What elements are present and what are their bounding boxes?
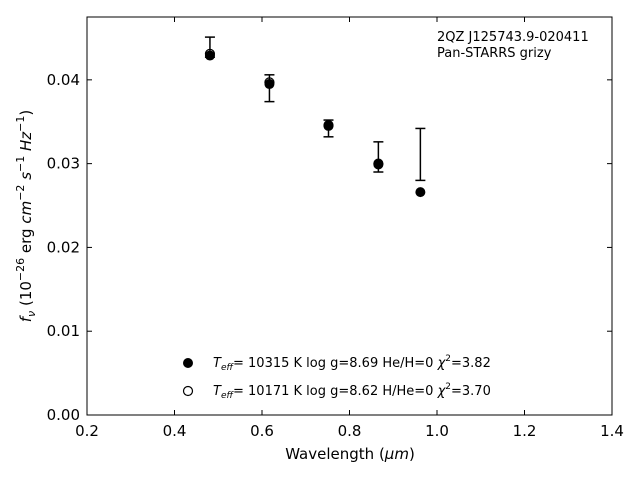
- y-axis-label: fν (10−26 erg cm−2 s−1 Hz−1): [14, 110, 38, 322]
- model-point-open: [373, 158, 384, 169]
- model-point-open: [323, 119, 334, 131]
- y-tick-label: 0.03: [47, 155, 80, 173]
- plot-frame: [86, 16, 613, 416]
- tick-labels: 0.2 0.4 0.6 0.8 1.0 1.2 1.4 0.00 0.01 0.02 0.03 0.0…: [47, 71, 624, 440]
- x-tick-label: 0.4: [163, 422, 187, 440]
- y-tick-label: 0.00: [47, 406, 80, 424]
- x-tick-label: 0.8: [338, 422, 362, 440]
- legend-marker-open: [182, 385, 194, 397]
- legend-entry-2: Teff= 10171 K log g=8.62 H/He=0 χ2=3.70: [213, 382, 491, 401]
- model-point-filled: [415, 187, 426, 198]
- legend-marker-filled: [183, 358, 193, 368]
- y-tick-label: 0.02: [47, 238, 80, 256]
- annotation-line-1: 2QZ J125743.9-020411: [437, 30, 589, 45]
- x-tick-label: 0.2: [75, 422, 99, 440]
- model-point-open: [204, 48, 216, 59]
- model-point-open: [264, 77, 275, 88]
- data-markers: [204, 48, 426, 198]
- y-tick-label: 0.04: [47, 71, 80, 89]
- x-tick-label: 0.6: [250, 422, 274, 440]
- error-bars: [204, 36, 426, 182]
- x-tick-label: 1.2: [513, 422, 537, 440]
- x-tick-label: 1.4: [600, 422, 624, 440]
- legend: Teff= 10315 K log g=8.69 He/H=0 χ2=3.82 …: [182, 354, 491, 401]
- x-tick-label: 1.0: [425, 422, 449, 440]
- x-axis-label: Wavelength (μm): [285, 445, 415, 463]
- y-tick-label: 0.01: [47, 322, 80, 340]
- annotation-line-2: Pan-STARRS grizy: [437, 46, 552, 61]
- legend-entry-1: Teff= 10315 K log g=8.69 He/H=0 χ2=3.82: [213, 354, 491, 373]
